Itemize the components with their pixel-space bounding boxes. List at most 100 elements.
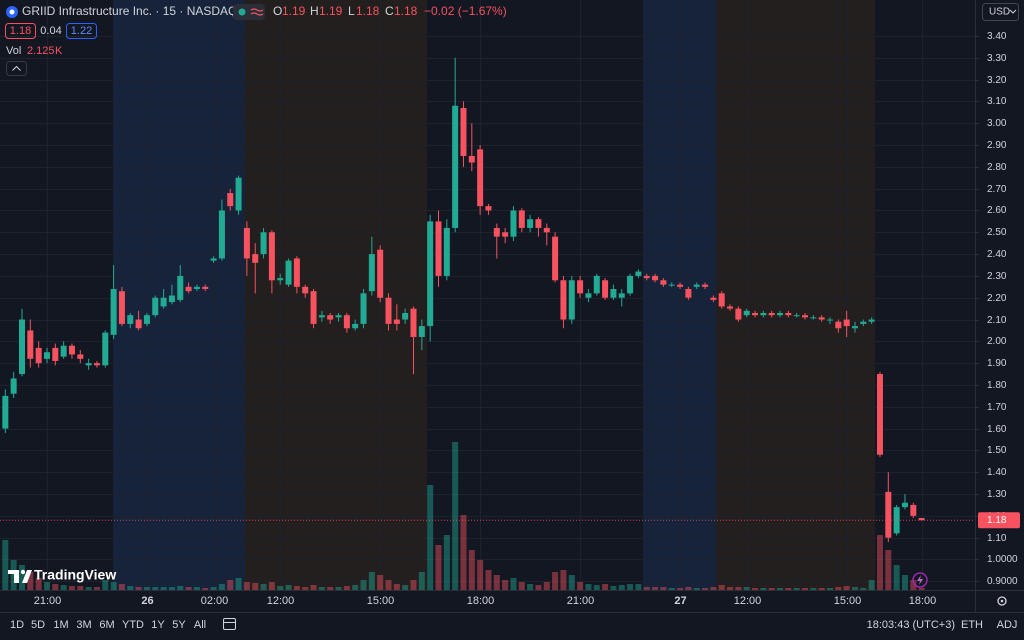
volume-bar (177, 586, 184, 590)
volume-bar (876, 535, 883, 590)
status-badge (233, 4, 265, 20)
volume-bar (2, 540, 9, 590)
volume-bar (477, 560, 484, 590)
volume-bar (218, 584, 225, 590)
range-button[interactable]: 6M (99, 619, 114, 631)
candle-body (18, 319, 25, 375)
y-tick-label: 3.20 (987, 75, 1007, 86)
volume-bar (485, 570, 492, 590)
x-tick-label: 27 (674, 595, 686, 607)
currency-box[interactable] (982, 3, 1019, 21)
adj-button[interactable]: ADJ (997, 619, 1018, 631)
last-price-label: 1.18 (987, 515, 1007, 526)
volume-bar (268, 582, 275, 590)
alert-icon[interactable] (917, 575, 923, 585)
candle-body (152, 297, 159, 316)
eth-button[interactable]: ETH (961, 619, 983, 631)
volume-bar (293, 586, 300, 590)
settings-icon[interactable] (1000, 599, 1004, 603)
range-button[interactable]: 3M (76, 619, 91, 631)
y-tick-label: 2.80 (987, 162, 1007, 173)
volume-bar (618, 585, 625, 590)
volume-bar (10, 560, 17, 590)
candle-body (110, 289, 117, 335)
y-tick-label: 2.70 (987, 184, 1007, 195)
candle-body (527, 219, 534, 228)
bid[interactable]: 1.18 (10, 25, 31, 37)
volume-bar (785, 588, 792, 590)
alert-icon[interactable] (912, 572, 928, 588)
symbol-title: GRIID Infrastructure Inc. · 15 · NASDAQ (22, 4, 237, 18)
ask-box[interactable] (66, 23, 97, 39)
volume-bar (77, 586, 84, 590)
candle-body (543, 227, 550, 233)
grid (0, 0, 975, 590)
candle-body (127, 315, 134, 324)
volume-bar (793, 588, 800, 590)
axes: 0.90001.00001.101.201.301.401.501.601.70… (34, 31, 1020, 607)
volume-bar (360, 580, 367, 590)
settings-icon[interactable] (997, 596, 1007, 606)
candle-body (285, 260, 292, 285)
candle-body (627, 275, 634, 294)
market-status (238, 8, 246, 16)
logo-icon (9, 9, 15, 15)
ohlc-label: H (310, 4, 319, 18)
candle-body (43, 352, 50, 359)
volume-bar (727, 587, 734, 590)
candle-body (876, 374, 883, 455)
volume-bar (543, 582, 550, 590)
candle-body (202, 286, 209, 290)
candle-body (135, 319, 142, 329)
range-button[interactable]: 5D (31, 619, 45, 631)
candle-body (860, 321, 867, 324)
volume-bar (610, 586, 617, 590)
range-button[interactable]: 1M (53, 619, 68, 631)
candle-body (402, 312, 409, 320)
candle-body (277, 278, 284, 281)
candle-body (460, 107, 467, 156)
volume-bar (710, 587, 717, 590)
candle-body (885, 491, 892, 538)
candle-body (827, 319, 833, 321)
volume-bar (660, 587, 667, 590)
candle-body (168, 295, 175, 303)
candle-body (185, 286, 192, 292)
ask[interactable]: 1.22 (71, 25, 92, 37)
range-button[interactable]: YTD (122, 619, 144, 631)
candle-body (360, 293, 367, 324)
y-tick-label: 1.0000 (987, 554, 1018, 565)
collapse-button[interactable] (6, 61, 27, 76)
y-tick-label: 2.90 (987, 140, 1007, 151)
toolbar: 1D 5D 1M 3M 6M YTD 1Y 5Y All (10, 619, 206, 631)
candle-body (693, 284, 700, 287)
range-button[interactable]: 5Y (172, 619, 186, 631)
candle-body (35, 347, 42, 364)
volume-bar (252, 583, 259, 590)
volume-unit: K (55, 45, 63, 57)
volume-bar (443, 535, 450, 590)
range-button[interactable]: 1D (10, 619, 24, 631)
candle-body (85, 363, 92, 366)
candle-body (851, 326, 858, 329)
volume-bar (260, 584, 267, 590)
bid-box[interactable] (5, 23, 36, 39)
candle-body (643, 275, 650, 279)
postmarket-session (245, 0, 427, 590)
volume-bar (418, 572, 425, 590)
currency-dropdown[interactable] (1009, 9, 1017, 14)
currency[interactable]: USD (989, 7, 1010, 18)
volume-bar (227, 580, 234, 590)
clock[interactable]: 18:03:43 (UTC+3) (867, 619, 955, 631)
candle-body (518, 210, 525, 228)
candle-body (435, 221, 442, 276)
date-range-icon[interactable] (223, 618, 236, 630)
range-button[interactable]: All (194, 619, 206, 631)
range-button[interactable]: 1Y (151, 619, 165, 631)
candle-body (718, 293, 725, 307)
collapse-icon[interactable] (12, 65, 21, 71)
ohlc-value: 1.19 (319, 4, 343, 18)
y-tick-label: 2.40 (987, 249, 1007, 260)
candle-body (302, 286, 309, 294)
